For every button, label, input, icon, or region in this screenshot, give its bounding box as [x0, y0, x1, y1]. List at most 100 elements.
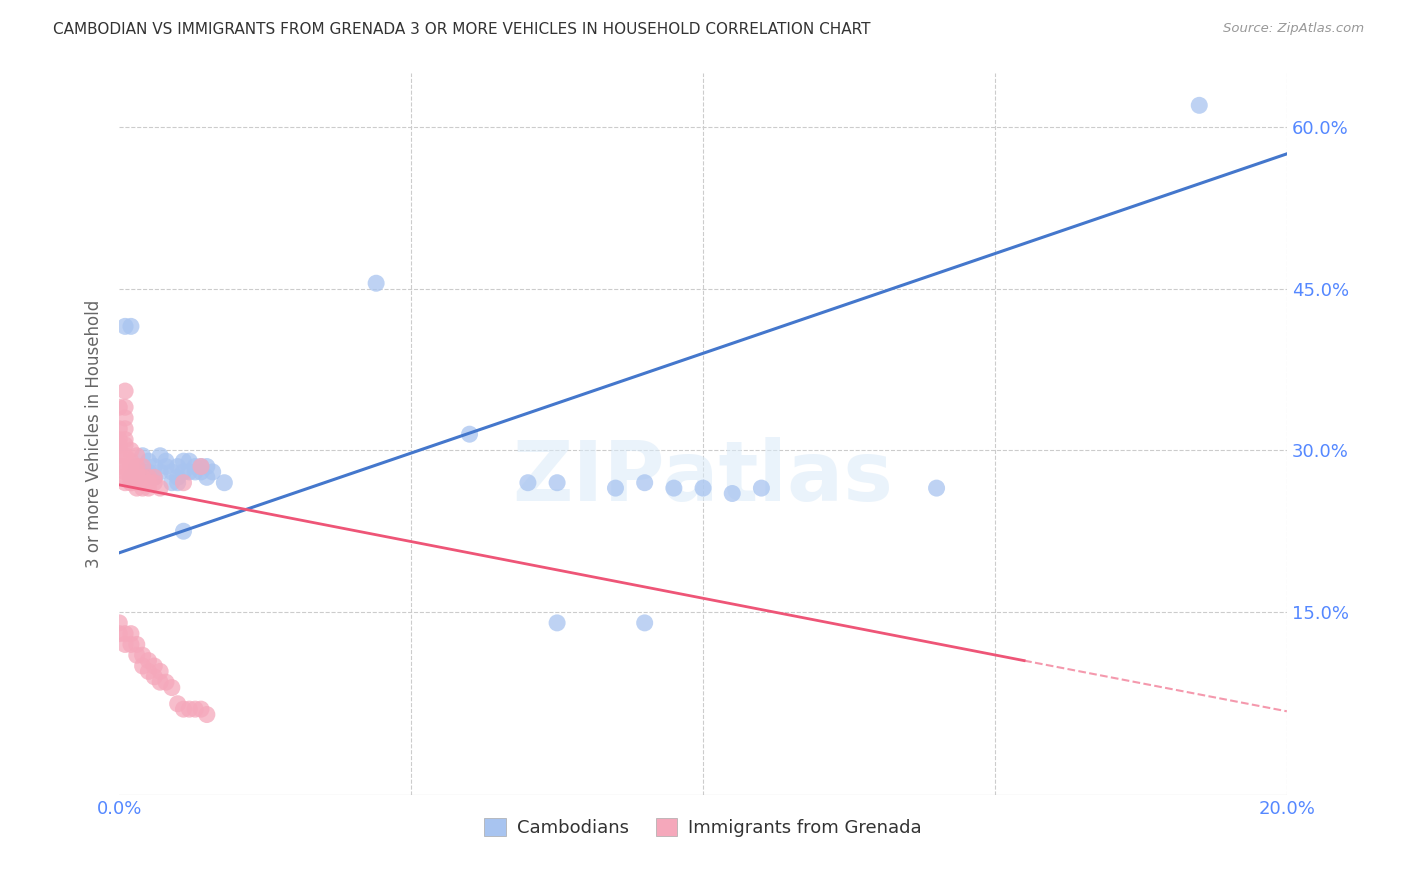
Point	[125, 470, 148, 484]
Point	[120, 475, 142, 490]
Point	[114, 438, 136, 452]
Point	[138, 654, 160, 668]
Point	[125, 470, 148, 484]
Point	[120, 470, 142, 484]
Point	[201, 465, 224, 479]
Point	[458, 427, 481, 442]
Point	[108, 449, 131, 463]
Point	[149, 465, 172, 479]
Point	[190, 459, 212, 474]
Point	[166, 459, 188, 474]
Point	[138, 470, 160, 484]
Point	[160, 475, 183, 490]
Point	[190, 702, 212, 716]
Point	[120, 459, 142, 474]
Point	[143, 670, 166, 684]
Point	[138, 665, 160, 679]
Point	[120, 465, 142, 479]
Point	[155, 675, 177, 690]
Point	[108, 626, 131, 640]
Point	[131, 465, 153, 479]
Point	[366, 277, 388, 291]
Point	[114, 411, 136, 425]
Point	[179, 465, 201, 479]
Point	[125, 637, 148, 651]
Point	[173, 702, 195, 716]
Point	[114, 433, 136, 447]
Point	[662, 481, 685, 495]
Point	[125, 648, 148, 663]
Point	[516, 475, 538, 490]
Point	[108, 422, 131, 436]
Point	[143, 475, 166, 490]
Point	[131, 648, 153, 663]
Point	[138, 481, 160, 495]
Point	[114, 470, 136, 484]
Point	[634, 615, 657, 630]
Point	[1188, 98, 1211, 112]
Point	[155, 459, 177, 474]
Point	[190, 465, 212, 479]
Point	[190, 459, 212, 474]
Point	[173, 475, 195, 490]
Point	[179, 454, 201, 468]
Point	[155, 454, 177, 468]
Point	[546, 475, 568, 490]
Point	[149, 665, 172, 679]
Point	[131, 481, 153, 495]
Point	[925, 481, 948, 495]
Point	[125, 459, 148, 474]
Point	[546, 615, 568, 630]
Point	[120, 637, 142, 651]
Point	[131, 449, 153, 463]
Point	[138, 454, 160, 468]
Y-axis label: 3 or more Vehicles in Household: 3 or more Vehicles in Household	[86, 300, 103, 568]
Point	[114, 459, 136, 474]
Point	[114, 465, 136, 479]
Point	[143, 659, 166, 673]
Point	[120, 319, 142, 334]
Point	[143, 459, 166, 474]
Text: ZIPatlas: ZIPatlas	[513, 437, 894, 518]
Point	[131, 470, 153, 484]
Point	[120, 626, 142, 640]
Point	[605, 481, 627, 495]
Text: Source: ZipAtlas.com: Source: ZipAtlas.com	[1223, 22, 1364, 36]
Point	[120, 475, 142, 490]
Point	[131, 659, 153, 673]
Point	[184, 702, 207, 716]
Point	[108, 401, 131, 415]
Point	[721, 486, 744, 500]
Point	[125, 465, 148, 479]
Point	[108, 443, 131, 458]
Point	[173, 465, 195, 479]
Point	[149, 481, 172, 495]
Point	[160, 465, 183, 479]
Point	[195, 470, 218, 484]
Point	[114, 637, 136, 651]
Point	[125, 459, 148, 474]
Point	[120, 470, 142, 484]
Point	[114, 384, 136, 398]
Point	[114, 422, 136, 436]
Point	[692, 481, 714, 495]
Point	[138, 475, 160, 490]
Point	[143, 470, 166, 484]
Point	[125, 475, 148, 490]
Point	[751, 481, 773, 495]
Point	[184, 459, 207, 474]
Point	[114, 449, 136, 463]
Point	[143, 470, 166, 484]
Point	[179, 702, 201, 716]
Point	[114, 626, 136, 640]
Point	[131, 459, 153, 474]
Point	[195, 707, 218, 722]
Point	[114, 475, 136, 490]
Point	[195, 459, 218, 474]
Point	[108, 459, 131, 474]
Point	[166, 475, 188, 490]
Point	[149, 675, 172, 690]
Point	[173, 524, 195, 539]
Point	[108, 438, 131, 452]
Point	[166, 697, 188, 711]
